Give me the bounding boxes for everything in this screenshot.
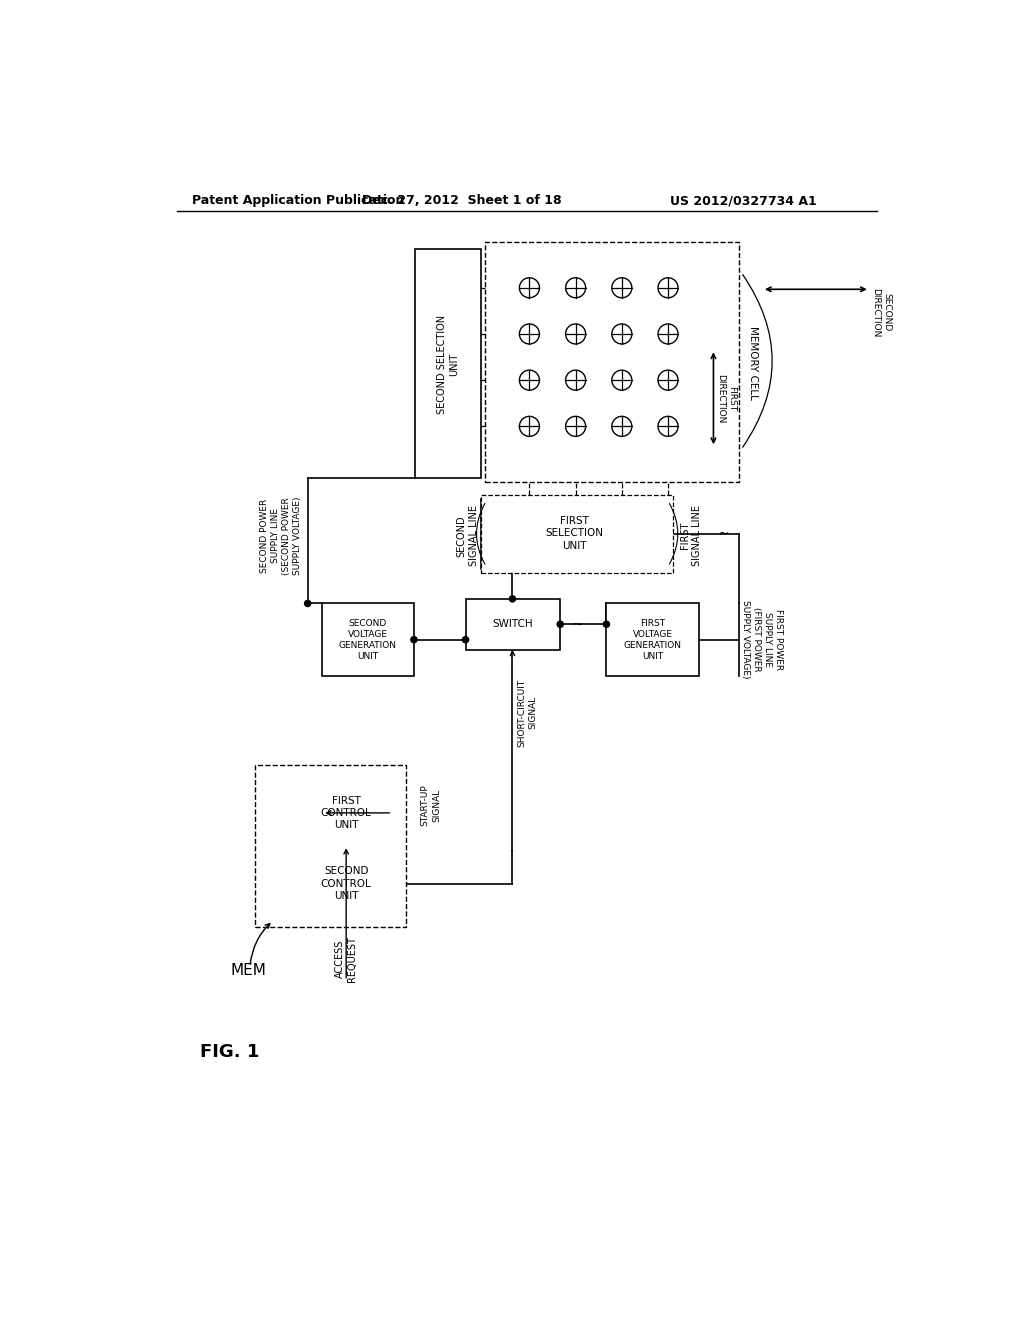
Text: START-UP
SIGNAL: START-UP SIGNAL (421, 784, 441, 826)
Text: FIRST
SELECTION
UNIT: FIRST SELECTION UNIT (546, 516, 604, 550)
Text: ~: ~ (571, 618, 583, 631)
Text: Dec. 27, 2012  Sheet 1 of 18: Dec. 27, 2012 Sheet 1 of 18 (361, 194, 561, 207)
Bar (484, 242, 739, 482)
Text: FIG. 1: FIG. 1 (200, 1043, 259, 1060)
Bar (300, 780, 392, 845)
Circle shape (304, 601, 310, 607)
Circle shape (411, 636, 417, 643)
Bar (322, 603, 414, 676)
Text: ACCESS
REQUEST: ACCESS REQUEST (335, 936, 357, 982)
Bar (416, 249, 481, 478)
Text: FIRST POWER
SUPPLY LINE
(FIRST POWER
SUPPLY VOLTAGE): FIRST POWER SUPPLY LINE (FIRST POWER SUP… (740, 601, 783, 678)
Circle shape (509, 595, 515, 602)
Text: Patent Application Publication: Patent Application Publication (193, 194, 404, 207)
Text: US 2012/0327734 A1: US 2012/0327734 A1 (670, 194, 816, 207)
Circle shape (463, 636, 469, 643)
Text: FIRST
VOLTAGE
GENERATION
UNIT: FIRST VOLTAGE GENERATION UNIT (624, 619, 682, 661)
Text: FIRST
CONTROL
UNIT: FIRST CONTROL UNIT (321, 796, 372, 830)
Text: SECOND
CONTROL
UNIT: SECOND CONTROL UNIT (321, 866, 372, 902)
Text: SHORT-CIRCUIT
SIGNAL: SHORT-CIRCUIT SIGNAL (517, 678, 538, 747)
Bar (481, 499, 670, 569)
Bar (466, 599, 560, 649)
Text: ~: ~ (718, 527, 729, 541)
Text: SECOND
SIGNAL LINE: SECOND SIGNAL LINE (457, 506, 479, 566)
Text: SECOND SELECTION
UNIT: SECOND SELECTION UNIT (436, 314, 459, 413)
Text: FIRST
SIGNAL LINE: FIRST SIGNAL LINE (680, 506, 702, 566)
Text: FIRST
DIRECTION: FIRST DIRECTION (716, 374, 736, 424)
Circle shape (603, 622, 609, 627)
Text: SECOND
DIRECTION: SECOND DIRECTION (871, 288, 891, 337)
Bar (606, 603, 698, 676)
Bar (255, 766, 407, 927)
Text: MEM: MEM (230, 964, 266, 978)
Text: SWITCH: SWITCH (493, 619, 532, 630)
Text: SECOND
VOLTAGE
GENERATION
UNIT: SECOND VOLTAGE GENERATION UNIT (339, 619, 396, 661)
Text: MEMORY CELL: MEMORY CELL (748, 326, 758, 400)
Bar (300, 851, 392, 917)
Bar (481, 495, 674, 573)
Text: SECOND POWER
SUPPLY LINE
(SECOND POWER
SUPPLY VOLTAGE): SECOND POWER SUPPLY LINE (SECOND POWER S… (259, 496, 302, 576)
Circle shape (557, 622, 563, 627)
